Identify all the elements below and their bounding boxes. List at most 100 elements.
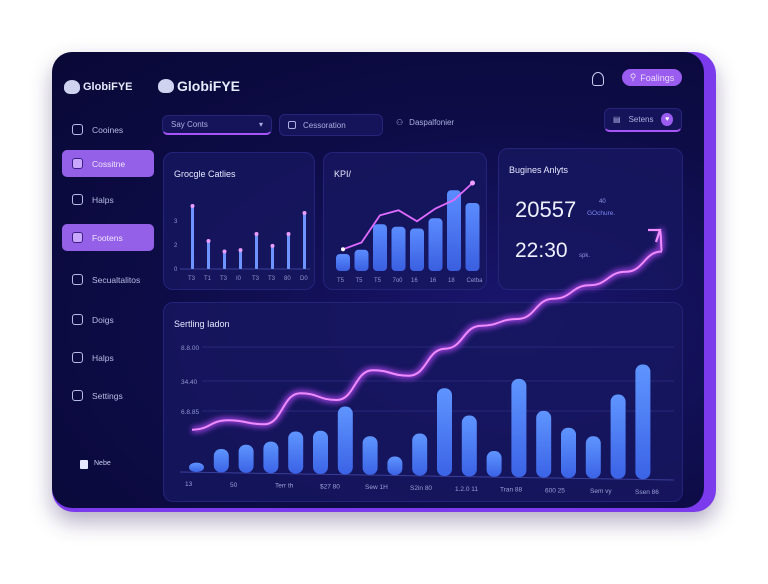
x-tick-label: T3 (252, 276, 260, 282)
x-tick-label: T5 (374, 278, 382, 284)
bar (336, 254, 350, 271)
x-tick-label: 13 (185, 481, 193, 488)
bar (191, 206, 194, 269)
logo-large: GlobiFYE (158, 78, 240, 94)
sidebar-item-2[interactable]: Halps (62, 186, 154, 213)
x-tick-label: 1.2.0 11 (455, 486, 478, 493)
sidebar-item-label: Footens (92, 232, 123, 243)
sidebar-item-0[interactable]: Cooines (62, 116, 154, 143)
x-axis (179, 471, 675, 481)
chat-icon (72, 352, 83, 363)
bar (447, 190, 461, 271)
x-tick-label: T5 (356, 278, 364, 284)
bar (536, 410, 552, 478)
x-tick-label: S2in 80 (410, 485, 432, 492)
card-title: KPI/ (334, 169, 352, 179)
x-tick-label: Cetba (467, 278, 484, 284)
bar-cap (286, 232, 291, 236)
sidebar-item-label: Settings (92, 390, 123, 401)
kpi-chart-card: KPI/ T5 T5 T5 7o0 16 16 18 Cetba (323, 152, 487, 290)
sidebar-item-1[interactable]: Cossitne (62, 150, 154, 177)
user-icon (72, 124, 83, 135)
x-tick-label: T1 (204, 276, 212, 282)
dropdown-select[interactable]: Say Conts ▾ (162, 115, 272, 135)
sidebar-item-4[interactable]: Secualtalitos (62, 266, 154, 293)
field-label: Cessoration (303, 120, 346, 130)
bar-cap (238, 248, 243, 253)
x-tick-label: Tran 88 (500, 487, 523, 494)
trend-line-glow (191, 227, 665, 433)
person-icon: ⚇ (396, 118, 404, 127)
bar (635, 364, 651, 480)
x-tick-label: Sew 1H (365, 484, 388, 491)
x-tick-label: 7o0 (393, 278, 404, 284)
box-icon (72, 158, 83, 169)
x-tick-label: 50 (230, 482, 238, 489)
sidebar-item-7[interactable]: Settings (62, 382, 154, 409)
sidebar-item-label: Doigs (92, 314, 114, 325)
search-icon: ⚲ (629, 72, 637, 82)
heart-icon[interactable]: ♥ (661, 113, 673, 126)
bar (412, 433, 428, 476)
bar-cap (302, 211, 307, 215)
google-chart: 3 2 0 T3 T1 T3 I0 T3 T3 80 D0 (174, 204, 310, 282)
bar (288, 431, 304, 474)
sidebar-footer[interactable]: Nebe (80, 460, 111, 469)
bar (238, 444, 254, 473)
action-button[interactable]: ⚲ Foalings (622, 69, 682, 86)
bar-cap (270, 243, 275, 248)
bar (263, 441, 279, 474)
y-tick-label: 3 (174, 219, 178, 225)
user-icon[interactable] (592, 72, 604, 86)
x-tick-label: 18 (448, 278, 455, 284)
dropdown-value: Say Conts (171, 120, 208, 129)
filter-label: Daspalfonier (409, 118, 455, 127)
filter-link[interactable]: ⚇ Daspalfonier (396, 118, 454, 127)
y-tick-label: 2 (174, 243, 178, 249)
dashboard-screen: GlobiFYE GlobiFYE ⚲ Foalings Say Conts ▾ C… (52, 52, 704, 508)
bar (213, 449, 229, 473)
field-box[interactable]: Cessoration (279, 114, 383, 136)
bell-icon (72, 194, 83, 205)
settings-box[interactable]: ▤ Setens ♥ (604, 108, 682, 132)
bar (255, 234, 258, 269)
bar (585, 436, 601, 479)
x-tick-label: 80 (284, 276, 291, 282)
action-button-label: Foalings (640, 72, 675, 83)
wallet-icon: ▤ (613, 115, 621, 124)
kpi-unit-1: GOchure. (587, 210, 616, 217)
sidebar-item-label: Cossitne (92, 158, 126, 169)
google-chart-card: Grocgle Catlies 3 2 0 T3 T1 T3 I0 T3 T3 80 D0 (163, 152, 315, 290)
chevron-down-icon: ▾ (258, 120, 263, 129)
kpi-sup: 40 (599, 199, 606, 205)
logo-icon (158, 79, 174, 93)
sidebar-item-label: Halps (92, 194, 114, 205)
business-card: Bugines Anlyts 20557 40 GOchure. 22:30 s… (498, 148, 683, 290)
sidebar-item-3[interactable]: Footens (62, 224, 154, 251)
card-title: Grocgle Catlies (174, 169, 236, 179)
grid-icon (72, 232, 83, 243)
bar (373, 224, 387, 271)
y-tick-label: 0 (174, 267, 178, 273)
x-tick-label: Ssen 86 (635, 489, 659, 496)
line-point (341, 247, 345, 252)
sidebar-item-label: Cooines (92, 124, 124, 135)
sidebar-item-6[interactable]: Halps (62, 344, 154, 371)
bar-cap (206, 239, 211, 243)
arrow-head-icon (648, 228, 662, 243)
x-tick-label: T5 (337, 278, 345, 284)
trend-line (191, 229, 663, 431)
bar-cap (190, 204, 195, 208)
bar (362, 436, 378, 475)
logo-text: GlobiFYE (83, 81, 133, 93)
x-tick-label: D0 (300, 276, 308, 282)
sidebar-item-5[interactable]: Doigs (62, 306, 154, 333)
bar (223, 251, 226, 269)
bar-cap (222, 249, 227, 254)
chat-icon (72, 390, 83, 401)
kpi-chart: T5 T5 T5 7o0 16 16 18 Cetba (336, 180, 484, 284)
bar (303, 213, 306, 269)
bar (486, 451, 502, 477)
bar-cap (254, 232, 259, 236)
bar (461, 415, 477, 477)
